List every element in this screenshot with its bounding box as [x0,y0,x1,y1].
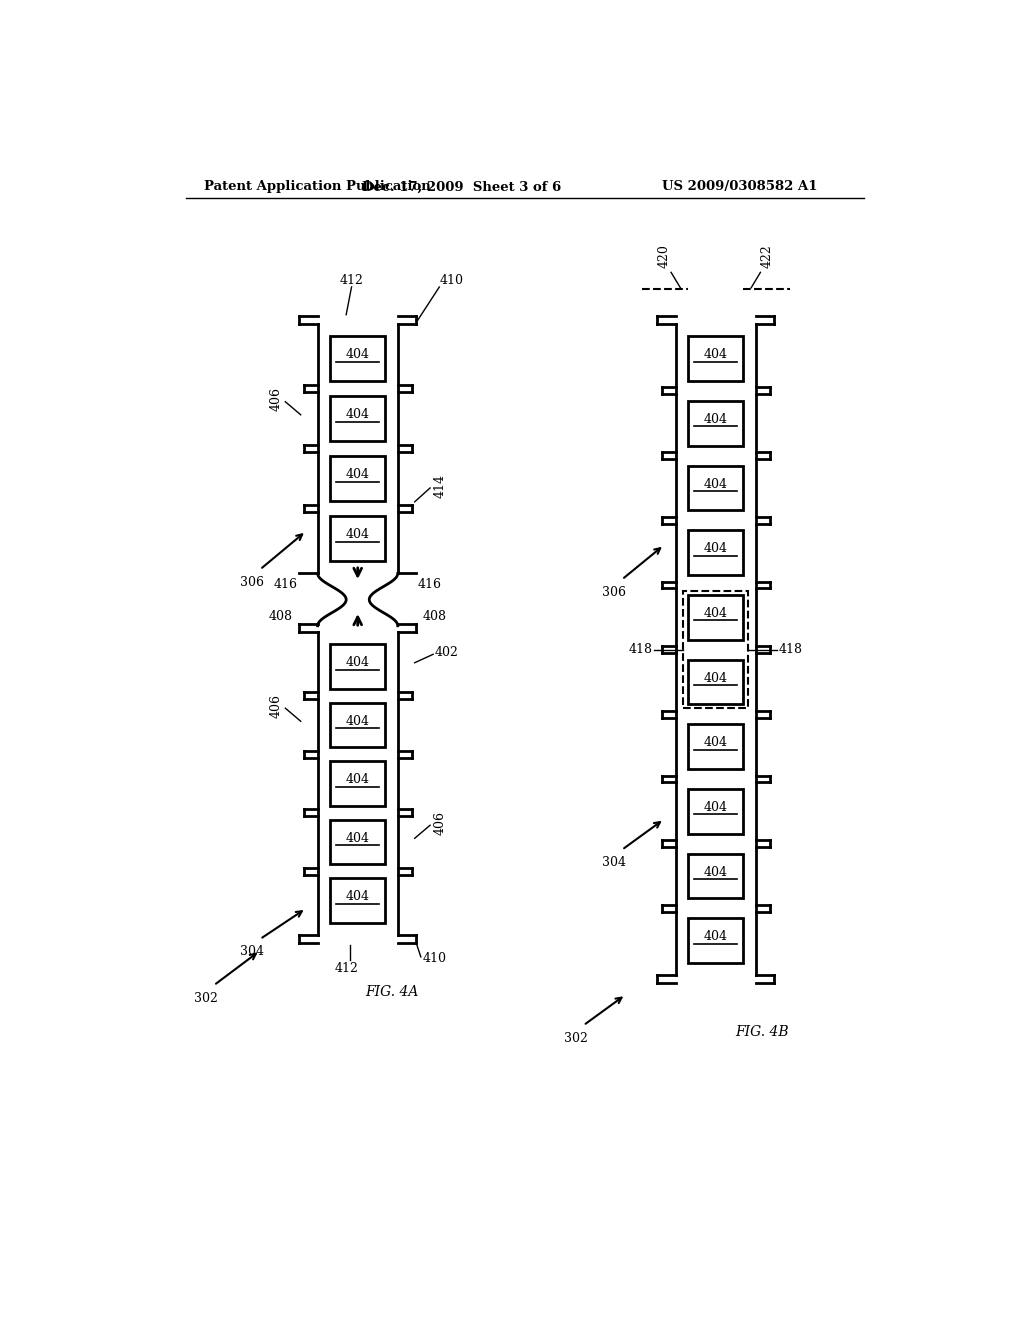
Bar [330,644,385,689]
Text: 406: 406 [433,810,446,836]
Bar [688,789,743,834]
Bar [683,591,749,708]
Text: 408: 408 [269,610,293,623]
Bar [688,919,743,964]
Text: 404: 404 [346,348,370,362]
Text: 306: 306 [602,586,626,599]
Text: 404: 404 [703,801,728,814]
Text: 418: 418 [779,643,803,656]
Text: 412: 412 [334,962,358,975]
Text: US 2009/0308582 A1: US 2009/0308582 A1 [662,181,817,194]
Text: FIG. 4A: FIG. 4A [366,985,419,999]
Text: 406: 406 [269,694,283,718]
Bar [330,762,385,807]
Text: 402: 402 [435,647,459,659]
Text: 422: 422 [761,244,773,268]
Bar [688,401,743,446]
Text: 404: 404 [703,413,728,426]
Bar [330,457,385,502]
Bar [688,531,743,576]
Bar [330,702,385,747]
Text: 404: 404 [703,737,728,750]
Text: 404: 404 [703,607,728,620]
Bar [688,595,743,640]
Text: FIG. 4B: FIG. 4B [735,1026,788,1039]
Text: 412: 412 [340,275,364,286]
Text: Patent Application Publication: Patent Application Publication [204,181,430,194]
Bar [688,337,743,381]
Bar [330,337,385,381]
Bar [688,725,743,770]
Text: 404: 404 [346,469,370,482]
Text: 404: 404 [346,408,370,421]
Text: 404: 404 [703,543,728,556]
Text: 404: 404 [346,832,370,845]
Text: 404: 404 [346,774,370,787]
Bar [688,466,743,511]
Text: 404: 404 [703,931,728,944]
Text: 304: 304 [241,945,264,958]
Text: 418: 418 [629,643,652,656]
Bar [330,820,385,865]
Text: 404: 404 [346,656,370,669]
Bar [330,516,385,561]
Text: 408: 408 [422,610,446,623]
Bar [330,396,385,441]
Text: 416: 416 [418,578,441,591]
Text: 404: 404 [346,890,370,903]
Text: 420: 420 [658,244,671,268]
Text: 404: 404 [703,478,728,491]
Text: 410: 410 [422,952,446,965]
Text: 306: 306 [241,576,264,589]
Text: 302: 302 [563,1032,588,1044]
Bar [688,854,743,899]
Bar [330,878,385,923]
Text: 406: 406 [269,387,283,412]
Text: 404: 404 [703,348,728,362]
Text: 416: 416 [273,578,298,591]
Text: Dec. 17, 2009  Sheet 3 of 6: Dec. 17, 2009 Sheet 3 of 6 [362,181,561,194]
Text: 404: 404 [703,672,728,685]
Text: 414: 414 [433,474,446,499]
Text: 302: 302 [195,991,218,1005]
Text: 304: 304 [602,857,626,869]
Bar [688,660,743,705]
Text: 404: 404 [346,528,370,541]
Text: 404: 404 [346,714,370,727]
Text: 404: 404 [703,866,728,879]
Text: 410: 410 [439,275,463,286]
